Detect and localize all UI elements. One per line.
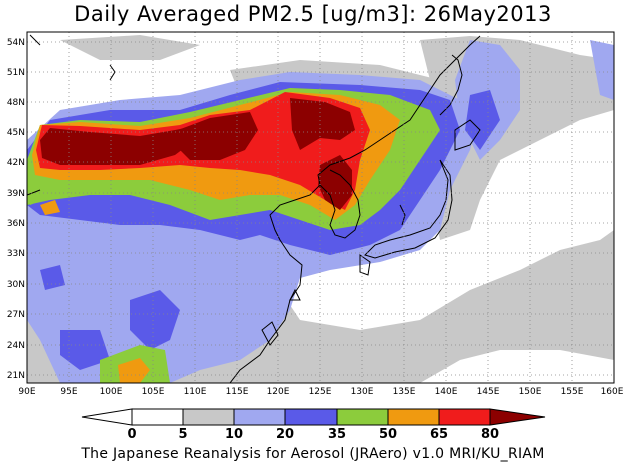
colorbar-bin-65-80 [438, 408, 491, 426]
lon-label: 120E [267, 387, 290, 397]
lon-label: 110E [184, 387, 207, 397]
lon-label: 155E [561, 387, 584, 397]
lat-label: 45N [7, 128, 25, 138]
lat-label: 36N [7, 219, 25, 229]
lat-label: 39N [7, 189, 25, 199]
colorbar-label: 10 [225, 427, 243, 442]
latitude-labels: 54N 51N 48N 45N 42N 39N 36N 33N 30N 27N … [7, 38, 25, 381]
colorbar-upper-arrow [489, 408, 546, 426]
lat-label: 42N [7, 158, 25, 168]
colorbar-bin-0-5 [131, 408, 184, 426]
colorbar-label: 20 [276, 427, 294, 442]
colorbar-lower-arrow [81, 408, 133, 426]
lon-label: 95E [60, 387, 77, 397]
lon-label: 130E [351, 387, 374, 397]
map-frame [26, 31, 615, 384]
credit-line: The Japanese Reanalysis for Aerosol (JRA… [81, 446, 545, 462]
colorbar-bin-35-50 [336, 408, 389, 426]
colorbar-label: 0 [127, 427, 136, 442]
lon-label: 145E [477, 387, 500, 397]
lon-label: 135E [393, 387, 416, 397]
lon-label: 150E [519, 387, 542, 397]
colorbar-label: 80 [481, 427, 499, 442]
lat-label: 51N [7, 68, 25, 78]
map-title: Daily Averaged PM2.5 [ug/m3]: 26May2013 [74, 2, 552, 26]
lat-label: 30N [7, 280, 25, 290]
colorbar-bin-5-10 [182, 408, 235, 426]
lon-label: 115E [226, 387, 249, 397]
lon-label: 100E [100, 387, 123, 397]
concentration-field [27, 32, 614, 383]
lat-label: 48N [7, 98, 25, 108]
lat-label: 21N [7, 371, 25, 381]
lat-label: 33N [7, 249, 25, 259]
coastlines [27, 34, 481, 383]
graticule [27, 32, 614, 383]
colorbar-label: 50 [379, 427, 397, 442]
colorbar-bin-10-20 [233, 408, 286, 426]
lon-label: 140E [435, 387, 458, 397]
lon-label: 160E [601, 387, 624, 397]
colorbar: 0 5 10 20 35 50 65 80 [81, 408, 546, 442]
colorbar-label: 35 [328, 427, 346, 442]
colorbar-bin-20-35 [284, 408, 338, 426]
lon-label: 125E [309, 387, 332, 397]
longitude-labels: 90E 95E 100E 105E 110E 115E 120E 125E 13… [18, 387, 623, 397]
lon-label: 90E [18, 387, 35, 397]
colorbar-bin-50-65 [387, 408, 440, 426]
level-80-plus [40, 98, 355, 210]
lat-label: 24N [7, 341, 25, 351]
colorbar-label: 65 [430, 427, 448, 442]
lon-label: 105E [142, 387, 165, 397]
lat-label: 54N [7, 38, 25, 48]
lat-label: 27N [7, 310, 25, 320]
colorbar-label: 5 [178, 427, 187, 442]
